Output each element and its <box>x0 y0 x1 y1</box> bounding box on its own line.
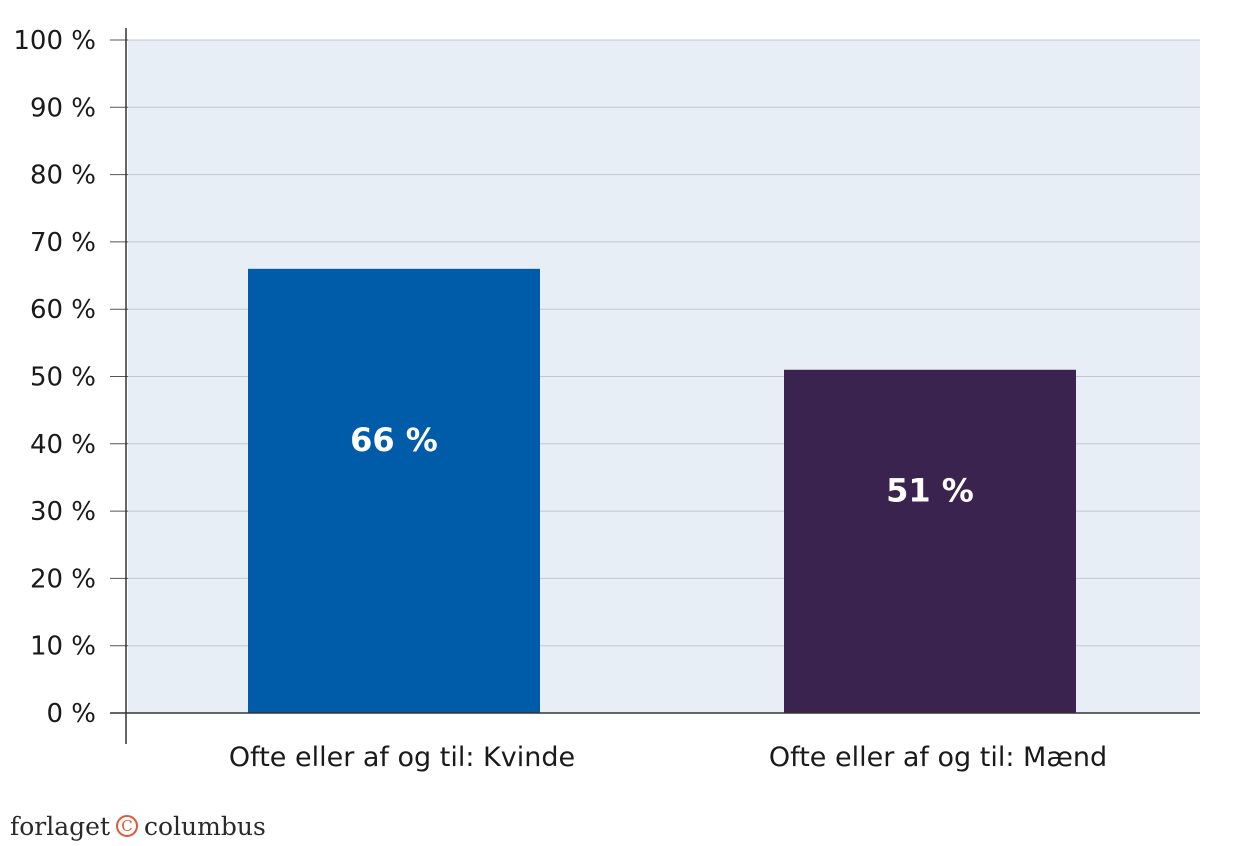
bars: 66 % 51 % <box>248 268 1076 713</box>
y-tick-label: 30 % <box>30 497 96 527</box>
x-category-label: Ofte eller af og til: Kvinde <box>229 742 575 773</box>
y-tick-label: 60 % <box>30 295 96 325</box>
brand-text-right: columbus <box>144 811 266 841</box>
bar-value-label: 66 % <box>350 421 438 459</box>
y-tick-label: 50 % <box>30 363 96 393</box>
bar-value-label: 51 % <box>886 471 974 509</box>
copyright-c-icon: C <box>116 815 138 837</box>
x-category-label: Ofte eller af og til: Mænd <box>769 742 1107 773</box>
y-axis-tick-labels: 0 % 10 % 20 % 30 % 40 % 50 % 60 % 70 % 80 % 90 % 1… <box>13 26 128 729</box>
y-tick-label: 100 % <box>13 26 96 56</box>
y-tick-label: 20 % <box>30 564 96 594</box>
y-tick-label: 40 % <box>30 430 96 460</box>
brand-text-left: forlaget <box>10 811 110 841</box>
y-tick-label: 80 % <box>30 161 96 191</box>
y-tick-label: 0 % <box>46 699 96 729</box>
y-tick-label: 10 % <box>30 632 96 662</box>
bar <box>784 369 1076 713</box>
y-tick-label: 90 % <box>30 93 96 123</box>
x-axis-category-labels: Ofte eller af og til: Kvinde Ofte eller a… <box>229 742 1107 773</box>
y-tick-label: 70 % <box>30 228 96 258</box>
publisher-logo: forlaget C columbus <box>10 806 266 846</box>
bar <box>248 268 540 713</box>
bar-chart: 0 % 10 % 20 % 30 % 40 % 50 % 60 % 70 % 80 % 90 % 1… <box>13 26 1200 773</box>
